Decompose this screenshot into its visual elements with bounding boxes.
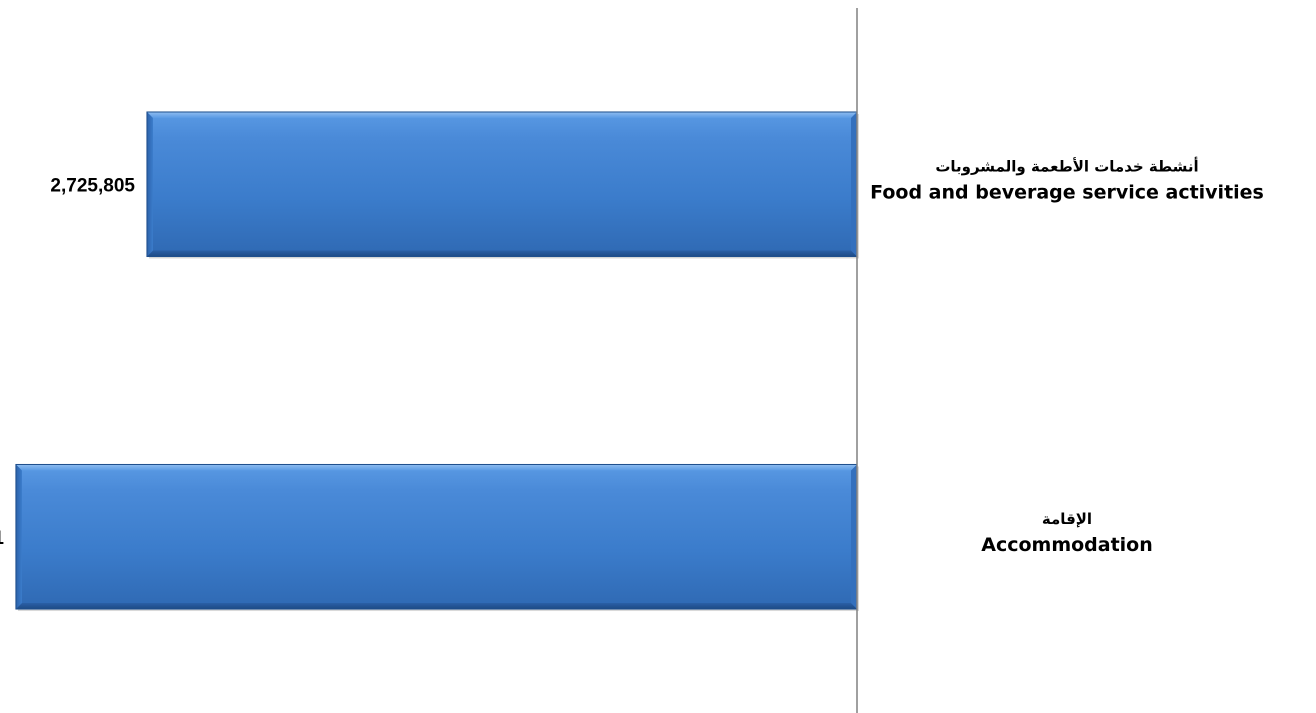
value-label: 2,725,805 <box>50 175 135 196</box>
bars-layer <box>15 111 859 612</box>
labels-layer: 2,725,805 أنشطة خدمات الأطعمة والمشروبات F… <box>0 156 1264 556</box>
category-label-arabic: أنشطة خدمات الأطعمة والمشروبات <box>935 156 1198 175</box>
bar <box>146 111 859 259</box>
category-label-english: Accommodation <box>981 534 1153 556</box>
category-label-arabic: الإقامة <box>1042 510 1092 528</box>
value-label: 3,228,771 <box>0 528 4 549</box>
category-label-english: Food and beverage service activities <box>870 181 1264 203</box>
bar <box>15 463 859 612</box>
